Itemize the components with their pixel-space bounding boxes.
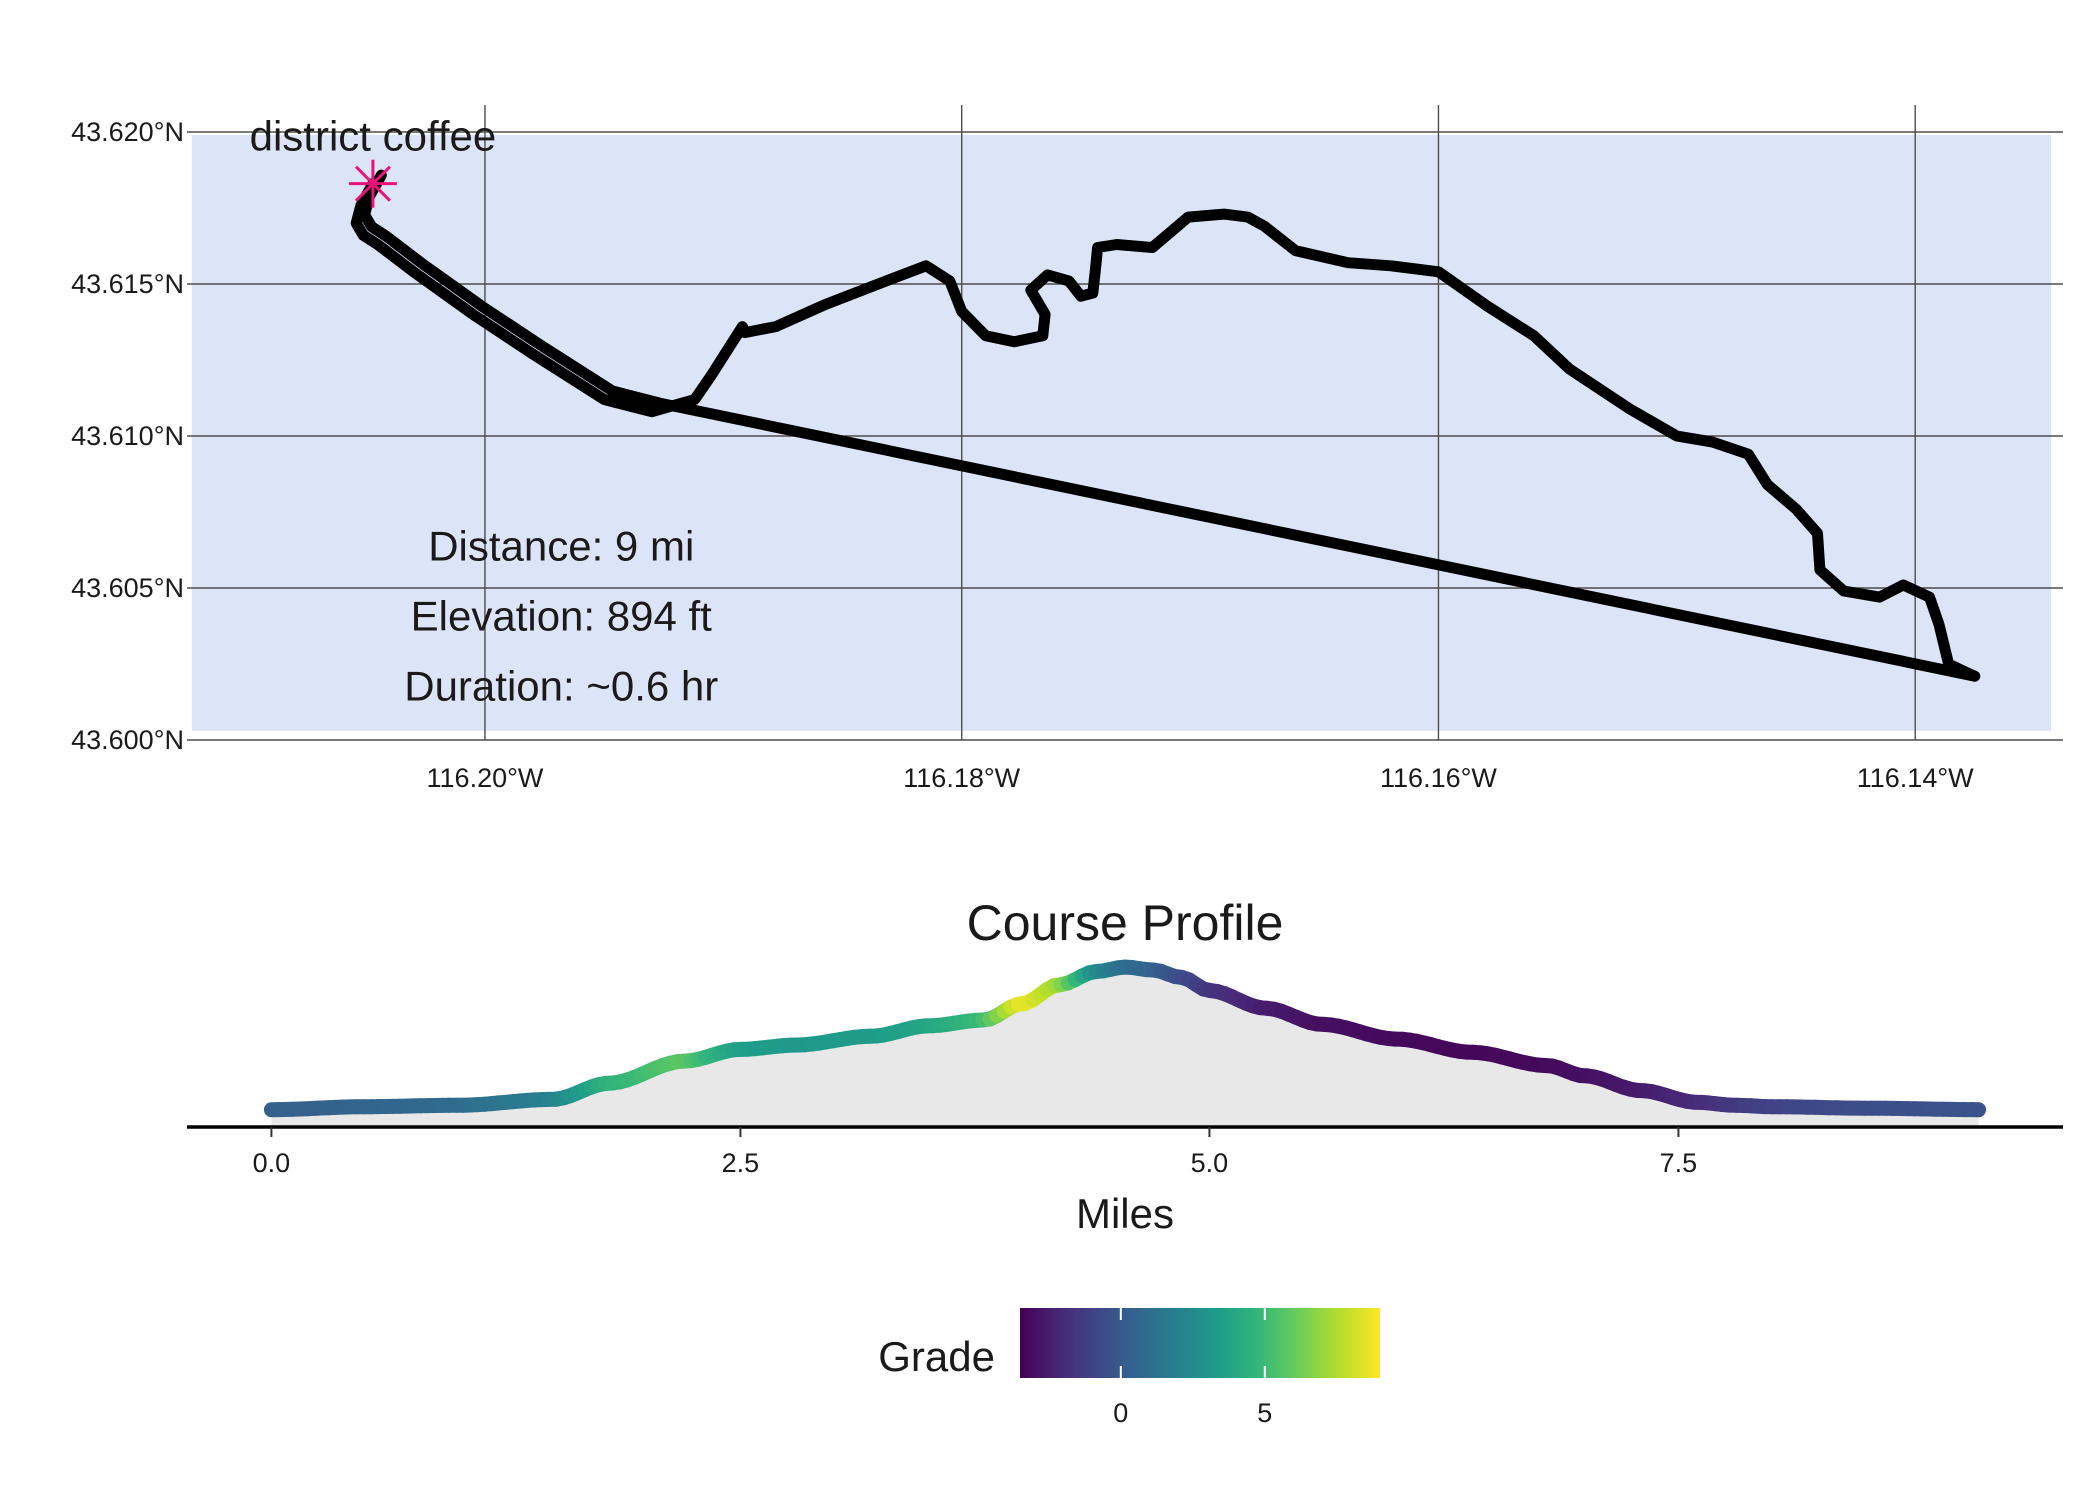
map-x-tick-label: 116.20°W [427,763,544,793]
profile-x-axis-title: Miles [1076,1190,1174,1237]
profile-title: Course Profile [967,895,1284,951]
colorbar [1020,1308,1380,1378]
profile-grade-line [263,959,1987,1118]
map-x-tick-labels: 116.20°W 116.18°W 116.16°W 116.14°W [427,763,1975,793]
map-y-tick-label: 43.600°N [71,725,184,755]
start-point-label: district coffee [250,113,497,160]
distance-annotation: Distance: 9 mi [428,522,694,569]
map-panel-fill [191,135,2052,731]
profile-x-tick-label: 2.5 [722,1148,760,1178]
start-marker-stroke [354,165,391,202]
elevation-annotation: Elevation: 894 ft [411,592,713,639]
route-stats: Distance: 9 mi Elevation: 894 ft Duratio… [404,522,718,709]
duration-annotation: Duration: ~0.6 hr [404,662,718,709]
colorbar-tick-label: 5 [1257,1398,1272,1428]
map-y-tick-label: 43.620°N [71,117,184,147]
route-map: 43.600°N 43.605°N 43.610°N 43.615°N 43.620°N… [71,105,2063,793]
route-line [350,169,1981,682]
profile-x-tick-label: 5.0 [1191,1148,1229,1178]
profile-x-tick-label: 7.5 [1660,1148,1698,1178]
map-y-tick-label: 43.615°N [71,269,184,299]
map-y-tick-labels: 43.600°N 43.605°N 43.610°N 43.615°N 43.620°N [71,117,184,755]
map-x-tick-label: 116.16°W [1380,763,1497,793]
map-y-tick-label: 43.605°N [71,573,184,603]
elevation-profile: Course Profile 0.0 2.5 5.0 7.5 Miles [187,895,2063,1237]
map-x-tick-label: 116.18°W [903,763,1020,793]
map-gridlines [187,105,2063,741]
profile-x-ticks: 0.0 2.5 5.0 7.5 [253,1127,1698,1178]
colorbar-tick-label: 0 [1113,1398,1128,1428]
profile-area [271,967,1979,1127]
map-x-tick-label: 116.14°W [1857,763,1974,793]
start-marker-icon [348,159,397,208]
profile-x-tick-label: 0.0 [253,1148,291,1178]
legend-title: Grade [878,1333,995,1380]
map-y-tick-label: 43.610°N [71,421,184,451]
